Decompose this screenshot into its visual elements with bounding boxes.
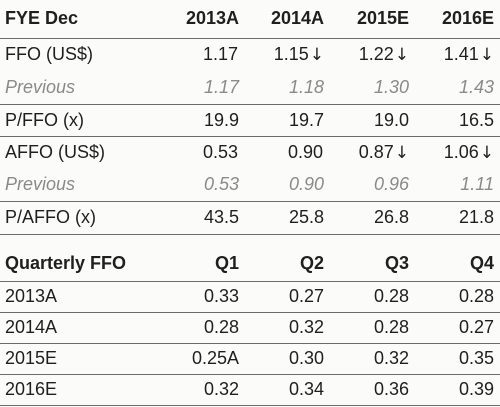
value-cell: 25.8 xyxy=(245,201,330,235)
row-2016e: 2016E 0.32 0.34 0.36 0.39 xyxy=(0,374,500,406)
value-cell: 0.32 xyxy=(330,343,415,375)
row-label: P/AFFO (x) xyxy=(0,201,160,235)
value-cell: 0.90 xyxy=(245,169,330,202)
row-label: AFFO (US$) xyxy=(5,142,106,163)
header-2014a: 2014A xyxy=(245,0,330,39)
value-cell: 1.43 xyxy=(415,71,500,105)
down-arrow-icon: ↓ xyxy=(309,45,324,66)
header-q2: Q2 xyxy=(245,247,330,282)
value-cell: 0.32 xyxy=(245,312,330,344)
header-q1: Q1 xyxy=(160,247,245,282)
header-fye: FYE Dec xyxy=(0,0,160,39)
row-affo-previous: Previous 0.53 0.90 0.96 1.11 xyxy=(0,169,500,202)
row-p-ffo: P/FFO (x) 19.9 19.7 19.0 16.5 xyxy=(0,104,500,137)
down-arrow-icon: ↓ xyxy=(479,45,494,66)
value-cell: 1.15↓ xyxy=(273,44,324,66)
value-cell: 0.28 xyxy=(330,312,415,344)
value-cell: 1.17 xyxy=(202,44,238,65)
value-cell: 19.0 xyxy=(330,104,415,137)
value-cell: 19.9 xyxy=(160,104,245,137)
annual-estimates-table: FYE Dec 2013A 2014A 2015E 2016E FFO (US$… xyxy=(0,0,500,235)
value-cell: 0.96 xyxy=(330,169,415,202)
value-cell: 0.28 xyxy=(160,312,245,344)
value-cell: 1.41↓ xyxy=(443,44,494,66)
row-2014a: 2014A 0.28 0.32 0.28 0.27 xyxy=(0,312,500,344)
down-arrow-icon: ↓ xyxy=(479,143,494,164)
row-2013a: 2013A 0.33 0.27 0.28 0.28 xyxy=(0,281,500,313)
value-cell: 1.30 xyxy=(330,71,415,105)
row-label: FFO (US$) xyxy=(5,44,93,65)
row-label: 2015E xyxy=(0,343,160,375)
value-cell: 0.39 xyxy=(415,374,500,406)
value-cell: 0.53 xyxy=(202,142,238,163)
row-ffo-previous: Previous 1.17 1.18 1.30 1.43 xyxy=(0,71,500,105)
quarterly-ffo-table: Quarterly FFO Q1 Q2 Q3 Q4 2013A 0.33 0.2… xyxy=(0,247,500,406)
header-q4: Q4 xyxy=(415,247,500,282)
header-quarterly-ffo: Quarterly FFO xyxy=(0,247,160,282)
down-arrow-icon: ↓ xyxy=(394,45,409,66)
value-cell: 0.87↓ xyxy=(358,142,409,164)
value-cell: 0.32 xyxy=(160,374,245,406)
value-cell: 0.36 xyxy=(330,374,415,406)
value-cell: 16.5 xyxy=(415,104,500,137)
row-p-affo: P/AFFO (x) 43.5 25.8 26.8 21.8 xyxy=(0,201,500,235)
row-label: 2016E xyxy=(0,374,160,406)
header-q3: Q3 xyxy=(330,247,415,282)
value-cell: 0.28 xyxy=(330,281,415,313)
annual-header-row: FYE Dec 2013A 2014A 2015E 2016E xyxy=(0,0,500,39)
row-ffo: FFO (US$) 1.17 1.15↓ 1.22↓ 1.41↓ xyxy=(0,38,500,71)
value-cell: 0.35 xyxy=(415,343,500,375)
row-affo: AFFO (US$) 0.53 0.90 0.87↓ 1.06↓ xyxy=(0,136,500,169)
value-cell: 0.90 xyxy=(287,142,323,163)
value-cell: 0.28 xyxy=(415,281,500,313)
value-cell: 0.27 xyxy=(245,281,330,313)
value-cell: 1.06↓ xyxy=(443,142,494,164)
row-label: P/FFO (x) xyxy=(0,104,160,137)
value-cell: 43.5 xyxy=(160,201,245,235)
value-cell: 19.7 xyxy=(245,104,330,137)
value-cell: 0.53 xyxy=(160,169,245,202)
value-cell: 1.11 xyxy=(415,169,500,202)
value-cell: 1.17 xyxy=(160,71,245,105)
row-label: 2013A xyxy=(0,281,160,313)
value-cell: 21.8 xyxy=(415,201,500,235)
value-cell: 0.25A xyxy=(160,343,245,375)
value-cell: 0.27 xyxy=(415,312,500,344)
value-cell: 1.18 xyxy=(245,71,330,105)
header-2015e: 2015E xyxy=(330,0,415,39)
value-cell: 1.22↓ xyxy=(358,44,409,66)
quarterly-header-row: Quarterly FFO Q1 Q2 Q3 Q4 xyxy=(0,247,500,282)
value-cell: 0.33 xyxy=(160,281,245,313)
down-arrow-icon: ↓ xyxy=(394,143,409,164)
value-cell: 0.30 xyxy=(245,343,330,375)
value-cell: 0.34 xyxy=(245,374,330,406)
header-2016e: 2016E xyxy=(415,0,500,39)
header-2013a: 2013A xyxy=(160,0,245,39)
row-label: Previous xyxy=(0,71,160,105)
row-2015e: 2015E 0.25A 0.30 0.32 0.35 xyxy=(0,343,500,375)
value-cell: 26.8 xyxy=(330,201,415,235)
row-label: Previous xyxy=(0,169,160,202)
row-label: 2014A xyxy=(0,312,160,344)
